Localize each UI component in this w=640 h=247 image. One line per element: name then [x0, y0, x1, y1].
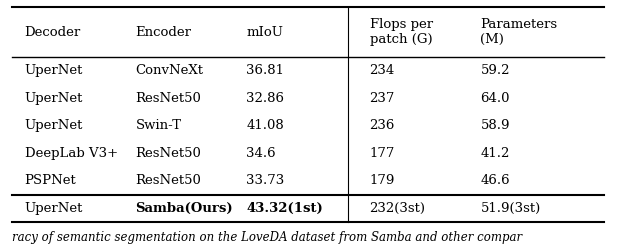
Text: 36.81: 36.81 [246, 64, 284, 77]
Text: Flops per
patch (G): Flops per patch (G) [369, 18, 433, 46]
Text: 33.73: 33.73 [246, 174, 285, 187]
Text: DeepLab V3+: DeepLab V3+ [24, 147, 118, 160]
Text: UperNet: UperNet [24, 119, 83, 132]
Text: UperNet: UperNet [24, 64, 83, 77]
Text: racy of semantic segmentation on the LoveDA dataset from Samba and other compar: racy of semantic segmentation on the Lov… [12, 231, 522, 244]
Text: mIoU: mIoU [246, 26, 284, 39]
Text: 43.32(1st): 43.32(1st) [246, 202, 323, 215]
Text: 58.9: 58.9 [481, 119, 510, 132]
Text: ResNet50: ResNet50 [136, 147, 202, 160]
Text: Swin-T: Swin-T [136, 119, 182, 132]
Text: 34.6: 34.6 [246, 147, 276, 160]
Text: ResNet50: ResNet50 [136, 174, 202, 187]
Text: 237: 237 [369, 92, 395, 105]
Text: UperNet: UperNet [24, 92, 83, 105]
Text: 32.86: 32.86 [246, 92, 284, 105]
Text: Samba(Ours): Samba(Ours) [136, 202, 233, 215]
Text: 236: 236 [369, 119, 395, 132]
Text: 177: 177 [369, 147, 395, 160]
Text: 51.9(3st): 51.9(3st) [481, 202, 541, 215]
Text: Parameters
(M): Parameters (M) [481, 18, 557, 46]
Text: UperNet: UperNet [24, 202, 83, 215]
Text: ResNet50: ResNet50 [136, 92, 202, 105]
Text: PSPNet: PSPNet [24, 174, 76, 187]
Text: 41.08: 41.08 [246, 119, 284, 132]
Text: 64.0: 64.0 [481, 92, 510, 105]
Text: 46.6: 46.6 [481, 174, 510, 187]
Text: 234: 234 [369, 64, 395, 77]
Text: 41.2: 41.2 [481, 147, 510, 160]
Text: Decoder: Decoder [24, 26, 81, 39]
Text: ConvNeXt: ConvNeXt [136, 64, 204, 77]
Text: 59.2: 59.2 [481, 64, 510, 77]
Text: 232(3st): 232(3st) [369, 202, 426, 215]
Text: 179: 179 [369, 174, 395, 187]
Text: Encoder: Encoder [136, 26, 191, 39]
